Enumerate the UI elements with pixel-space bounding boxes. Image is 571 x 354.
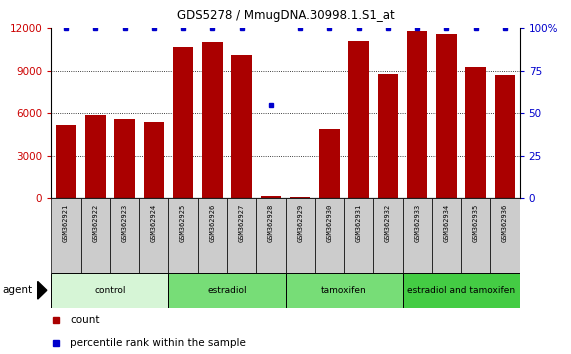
Bar <box>143 122 164 198</box>
Bar <box>403 273 520 308</box>
Text: GSM362925: GSM362925 <box>180 204 186 242</box>
Text: GSM362927: GSM362927 <box>239 204 244 242</box>
Bar <box>81 198 110 273</box>
Text: GSM362928: GSM362928 <box>268 204 274 242</box>
Text: GSM362926: GSM362926 <box>210 204 215 242</box>
Text: GSM362929: GSM362929 <box>297 204 303 242</box>
Text: GSM362921: GSM362921 <box>63 204 69 242</box>
Text: GSM362935: GSM362935 <box>473 204 478 242</box>
Bar <box>465 67 486 198</box>
Bar <box>461 198 490 273</box>
Bar <box>315 198 344 273</box>
Bar <box>51 198 81 273</box>
Text: GSM362930: GSM362930 <box>327 204 332 242</box>
Bar <box>373 198 403 273</box>
Bar <box>286 198 315 273</box>
Bar <box>110 198 139 273</box>
Bar <box>231 55 252 198</box>
Text: tamoxifen: tamoxifen <box>321 286 367 295</box>
Text: agent: agent <box>3 285 33 295</box>
Text: count: count <box>70 315 99 325</box>
Bar <box>227 198 256 273</box>
Text: percentile rank within the sample: percentile rank within the sample <box>70 338 246 348</box>
Text: estradiol: estradiol <box>207 286 247 295</box>
Bar <box>168 273 286 308</box>
Bar <box>348 41 369 198</box>
Text: GSM362931: GSM362931 <box>356 204 361 242</box>
Bar <box>490 198 520 273</box>
Bar <box>173 47 194 198</box>
Text: GSM362933: GSM362933 <box>414 204 420 242</box>
Bar <box>139 198 168 273</box>
Bar <box>202 42 223 198</box>
Text: GSM362936: GSM362936 <box>502 204 508 242</box>
Text: control: control <box>94 286 126 295</box>
Bar <box>286 273 403 308</box>
Bar <box>407 31 428 198</box>
Bar <box>114 119 135 198</box>
Bar <box>436 34 457 198</box>
Bar <box>198 198 227 273</box>
Polygon shape <box>38 281 47 299</box>
Bar <box>377 74 398 198</box>
Bar <box>344 198 373 273</box>
Bar <box>290 197 311 198</box>
Text: GSM362922: GSM362922 <box>93 204 98 242</box>
Text: GSM362934: GSM362934 <box>444 204 449 242</box>
Bar <box>319 129 340 198</box>
Text: estradiol and tamoxifen: estradiol and tamoxifen <box>407 286 515 295</box>
Bar <box>432 198 461 273</box>
Bar <box>168 198 198 273</box>
Bar <box>494 75 515 198</box>
Bar <box>256 198 286 273</box>
Bar <box>56 125 77 198</box>
Bar <box>403 198 432 273</box>
Text: GSM362924: GSM362924 <box>151 204 157 242</box>
Text: GSM362923: GSM362923 <box>122 204 127 242</box>
Text: GDS5278 / MmugDNA.30998.1.S1_at: GDS5278 / MmugDNA.30998.1.S1_at <box>176 9 395 22</box>
Bar <box>260 196 281 198</box>
Bar <box>51 273 168 308</box>
Text: GSM362932: GSM362932 <box>385 204 391 242</box>
Bar <box>85 115 106 198</box>
